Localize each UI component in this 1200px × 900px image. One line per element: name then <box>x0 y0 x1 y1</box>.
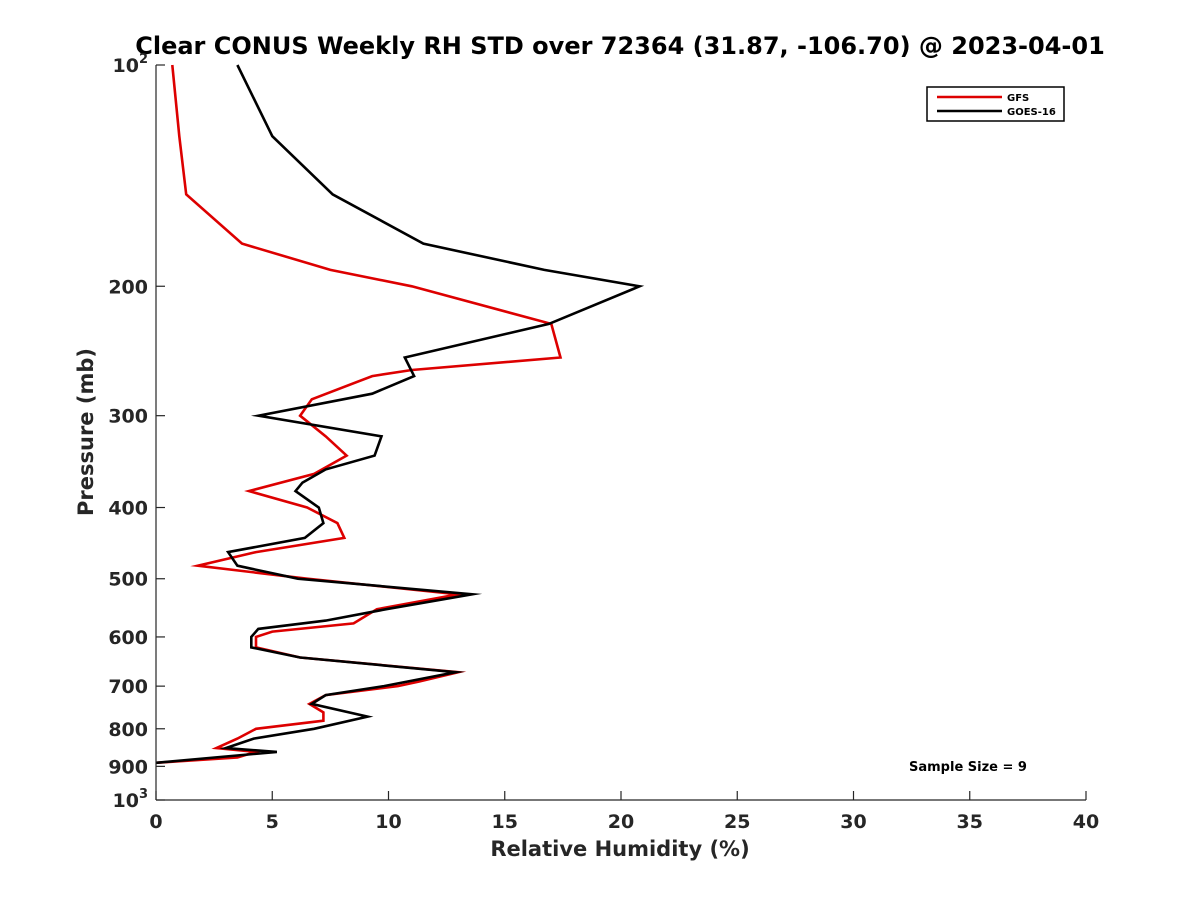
x-tick-label: 40 <box>1073 811 1099 833</box>
x-tick-label: 5 <box>266 811 279 833</box>
plot-area <box>156 65 1086 800</box>
x-tick-label: 15 <box>492 811 518 833</box>
sample-size-annotation: Sample Size = 9 <box>909 760 1027 775</box>
y-tick-label: 102 <box>113 52 149 77</box>
plot-background <box>156 65 1086 800</box>
y-tick-label: 900 <box>108 756 148 778</box>
y-axis-label: Pressure (mb) <box>74 348 98 516</box>
y-tick-label: 700 <box>108 676 148 698</box>
legend-box <box>926 86 1065 122</box>
legend-label-gfs: GFS <box>1007 93 1029 104</box>
series-line-goes-16 <box>155 64 645 765</box>
y-tick-label: 400 <box>108 498 148 520</box>
y-tick-label: 500 <box>108 569 148 591</box>
legend-label-goes-16: GOES-16 <box>1007 107 1056 118</box>
x-tick-label: 25 <box>724 811 750 833</box>
series-layer <box>155 64 645 765</box>
y-tick-label: 600 <box>108 627 148 649</box>
legend: GFS GOES-16 <box>926 86 1065 122</box>
y-tick-label: 800 <box>108 719 148 741</box>
x-tick-label: 35 <box>957 811 983 833</box>
y-tick-label: 300 <box>108 406 148 428</box>
y-tick-label: 200 <box>108 276 148 298</box>
x-tick-label: 0 <box>149 811 162 833</box>
x-tick-label: 20 <box>608 811 634 833</box>
x-tick-label: 30 <box>840 811 866 833</box>
chart-title: Clear CONUS Weekly RH STD over 72364 (31… <box>135 32 1105 60</box>
series-line-gfs <box>155 64 563 765</box>
x-axis-label: Relative Humidity (%) <box>490 837 749 861</box>
axes-layer: 0 5 10 15 20 25 30 35 40 102 200 300 400 500 600 700 800… <box>108 52 1099 833</box>
y-tick-label: 103 <box>113 787 149 812</box>
x-tick-label: 10 <box>375 811 401 833</box>
